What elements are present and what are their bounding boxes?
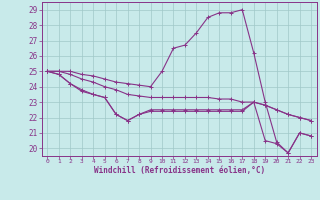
- X-axis label: Windchill (Refroidissement éolien,°C): Windchill (Refroidissement éolien,°C): [94, 166, 265, 175]
